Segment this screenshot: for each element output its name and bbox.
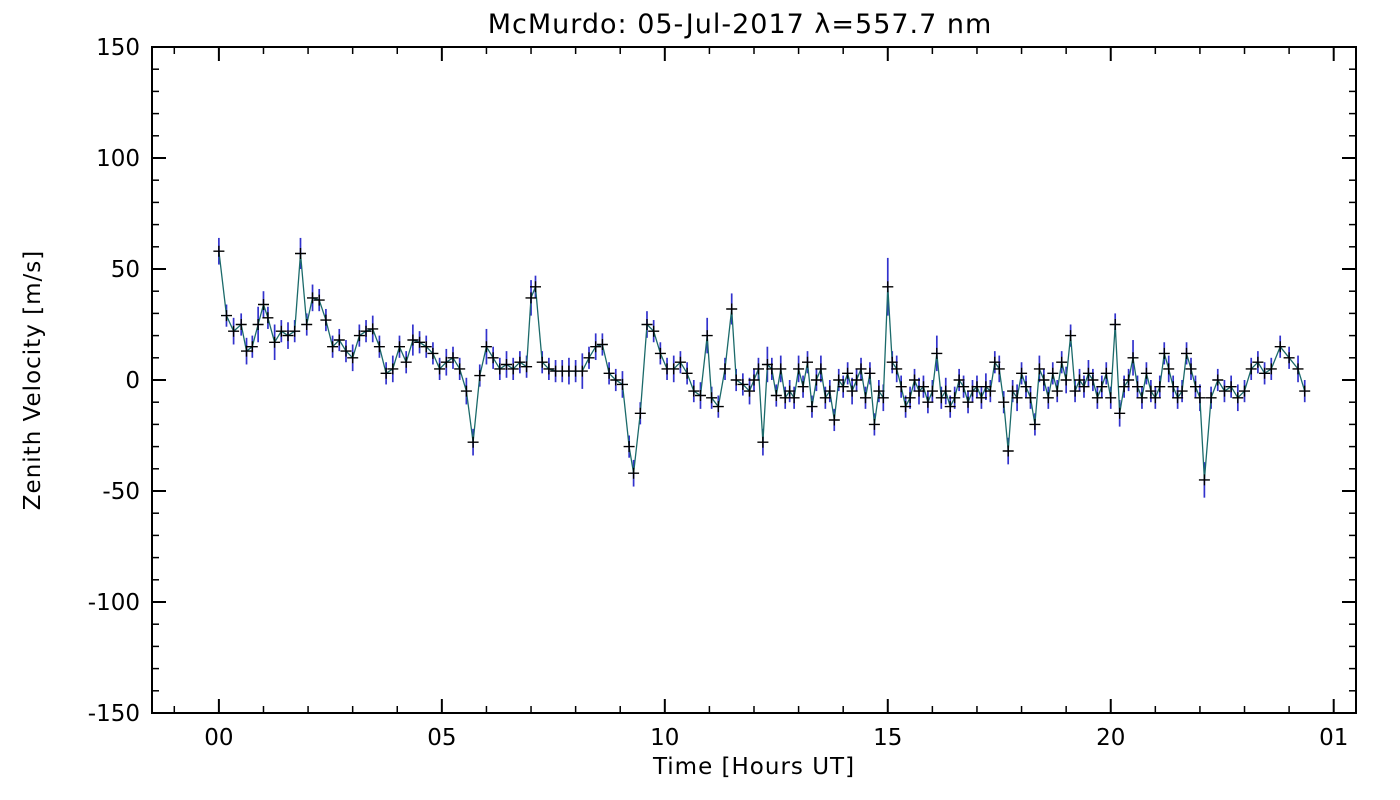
x-tick-label: 20 — [1096, 725, 1125, 751]
y-tick-label: -50 — [102, 479, 140, 505]
y-tick-label: -150 — [88, 701, 140, 727]
x-axis-label: Time [Hours UT] — [652, 754, 855, 780]
y-axis-label: Zenith Velocity [m/s] — [20, 250, 46, 510]
y-tick-label: -100 — [88, 590, 140, 616]
y-tick-label: 0 — [125, 368, 140, 394]
series-line — [218, 251, 1306, 481]
chart-title: McMurdo: 05-Jul-2017 λ=557.7 nm — [488, 9, 993, 40]
y-tick-label: 100 — [96, 146, 140, 172]
data-point-markers — [213, 245, 1311, 486]
x-tick-label: 05 — [427, 725, 456, 751]
axes: 00 05 10 15 20 01 -150 -100 -50 0 50 100 150 — [88, 35, 1357, 751]
x-tick-label: 15 — [873, 725, 902, 751]
y-tick-label: 150 — [96, 35, 140, 61]
x-tick-label: 01 — [1319, 725, 1348, 751]
x-tick-label: 10 — [650, 725, 679, 751]
y-tick-label: 50 — [111, 257, 140, 283]
data-series — [213, 237, 1311, 498]
x-tick-label: 00 — [204, 725, 233, 751]
